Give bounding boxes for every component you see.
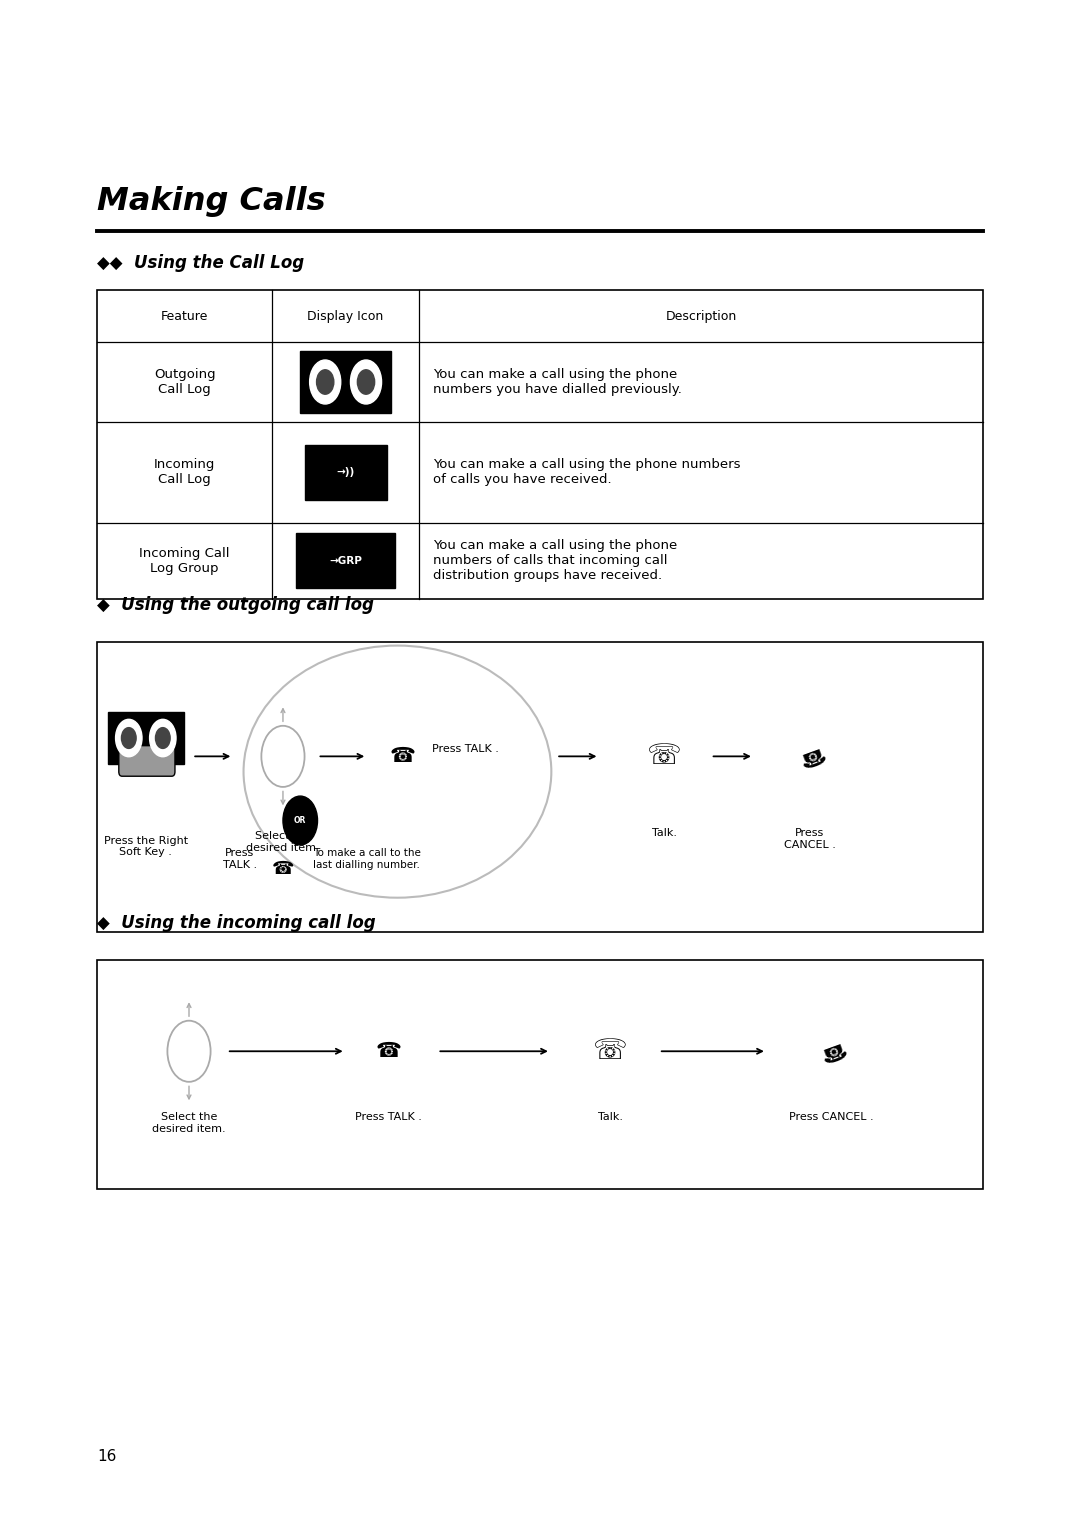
Text: Press
CANCEL .: Press CANCEL . [784, 828, 836, 850]
Text: 16: 16 [97, 1449, 117, 1464]
Text: ◆◆  Using the Call Log: ◆◆ Using the Call Log [97, 254, 305, 272]
Text: OR: OR [294, 816, 307, 825]
Bar [108, 712, 184, 764]
Text: You can make a call using the phone numbers
of calls you have received.: You can make a call using the phone numb… [433, 458, 741, 486]
Text: Incoming Call
Log Group: Incoming Call Log Group [139, 547, 230, 575]
Circle shape [357, 370, 375, 394]
Text: Talk.: Talk. [597, 1112, 623, 1123]
Text: ◆  Using the outgoing call log: ◆ Using the outgoing call log [97, 596, 374, 614]
Text: You can make a call using the phone
numbers of calls that incoming call
distribu: You can make a call using the phone numb… [433, 539, 677, 582]
Text: You can make a call using the phone
numbers you have dialled previously.: You can make a call using the phone numb… [433, 368, 681, 396]
Circle shape [150, 720, 176, 756]
Text: Talk.: Talk. [651, 828, 677, 839]
Text: Press TALK .: Press TALK . [432, 744, 499, 753]
Text: To make a call to the
last dialling number.: To make a call to the last dialling numb… [313, 848, 421, 869]
Text: Display Icon: Display Icon [308, 310, 383, 322]
Text: ☎: ☎ [272, 860, 294, 879]
Circle shape [121, 727, 136, 749]
Text: ☎: ☎ [795, 743, 825, 770]
Text: Incoming
Call Log: Incoming Call Log [154, 458, 215, 486]
Bar [97, 290, 983, 599]
Text: Select the
desired item.: Select the desired item. [152, 1112, 226, 1134]
Circle shape [283, 796, 318, 845]
Text: ☎: ☎ [390, 746, 416, 767]
Circle shape [156, 727, 171, 749]
Text: Press CANCEL .: Press CANCEL . [789, 1112, 874, 1123]
Text: ☎: ☎ [816, 1038, 847, 1065]
Text: Press
TALK .: Press TALK . [222, 848, 257, 869]
Text: →GRP: →GRP [329, 556, 362, 565]
Circle shape [316, 370, 334, 394]
Text: →)): →)) [337, 468, 354, 477]
Text: Press the Right
Soft Key .: Press the Right Soft Key . [104, 836, 188, 857]
Text: Select the
desired item.: Select the desired item. [246, 831, 320, 853]
Bar [296, 533, 395, 588]
Text: Feature: Feature [161, 310, 208, 322]
Text: Description: Description [665, 310, 737, 322]
Bar [305, 445, 387, 500]
Text: Outgoing
Call Log: Outgoing Call Log [153, 368, 216, 396]
Bar [300, 351, 391, 413]
Text: Press TALK .: Press TALK . [355, 1112, 422, 1123]
Text: ☏: ☏ [647, 743, 681, 770]
Text: ☏: ☏ [593, 1038, 627, 1065]
Text: ☎: ☎ [376, 1041, 402, 1062]
Circle shape [310, 361, 341, 403]
Text: ◆  Using the incoming call log: ◆ Using the incoming call log [97, 914, 376, 932]
Bar [97, 642, 983, 932]
Text: Making Calls: Making Calls [97, 186, 326, 217]
FancyBboxPatch shape [119, 746, 175, 776]
Circle shape [116, 720, 141, 756]
Circle shape [350, 361, 381, 403]
Bar [97, 960, 983, 1189]
